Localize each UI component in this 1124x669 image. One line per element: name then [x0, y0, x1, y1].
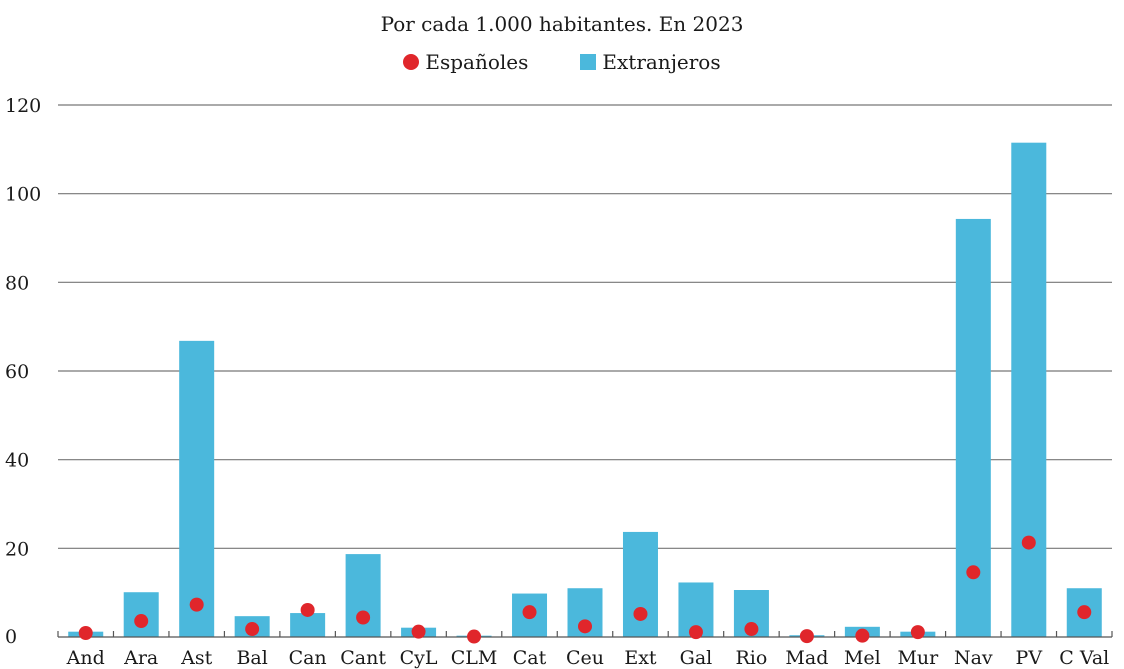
- dot: [578, 619, 592, 634]
- dot: [522, 605, 537, 620]
- dot: [189, 597, 204, 612]
- x-tick-label: Gal: [680, 647, 713, 669]
- dot: [78, 626, 93, 641]
- bar: [179, 340, 215, 637]
- dot: [799, 629, 814, 644]
- x-tick-label: Mur: [897, 647, 939, 669]
- x-tick-label: Cant: [340, 647, 386, 669]
- x-tick-label: Mad: [785, 647, 828, 669]
- x-tick-label: Rio: [736, 647, 768, 669]
- dot: [910, 625, 925, 640]
- x-tick-label: CLM: [451, 647, 498, 669]
- x-tick-label: Mel: [844, 647, 881, 669]
- legend-label-extranjeros: Extranjeros: [602, 50, 721, 74]
- y-tick-label: 120: [5, 95, 41, 117]
- legend-item-extranjeros: Extranjeros: [580, 50, 721, 74]
- dot: [411, 624, 426, 639]
- dot: [688, 625, 703, 640]
- bar: [345, 554, 381, 637]
- dot: [134, 614, 149, 629]
- y-tick-label: 40: [5, 450, 29, 472]
- x-tick-label: Ceu: [566, 647, 604, 669]
- y-tick-label: 0: [5, 626, 17, 648]
- x-tick-label: Ara: [123, 647, 158, 669]
- x-tick-label: Can: [289, 647, 327, 669]
- x-tick-label: Nav: [954, 647, 993, 669]
- x-tick-label: PV: [1016, 647, 1043, 669]
- dot: [1077, 605, 1092, 620]
- legend-marker-espanoles: [403, 54, 420, 70]
- y-tick-label: 60: [5, 361, 29, 383]
- dot: [633, 606, 648, 621]
- x-tick-label: Cat: [513, 647, 547, 669]
- dot: [744, 622, 759, 637]
- dot: [245, 622, 260, 637]
- chart-subtitle: Por cada 1.000 habitantes. En 2023: [380, 12, 744, 36]
- legend-label-espanoles: Españoles: [425, 50, 529, 74]
- y-tick-label: 20: [5, 538, 29, 560]
- y-tick-label: 80: [5, 272, 29, 294]
- bar: [1011, 142, 1047, 637]
- x-tick-label: Ext: [624, 647, 657, 669]
- dot: [855, 628, 870, 643]
- bar: [290, 613, 326, 637]
- dot: [1021, 535, 1036, 550]
- dot: [300, 602, 315, 617]
- x-tick-label: CyL: [400, 647, 438, 669]
- dot: [467, 629, 482, 644]
- dot: [356, 610, 371, 625]
- x-tick-label: Bal: [236, 647, 267, 669]
- legend: Españoles Extranjeros: [0, 50, 1124, 74]
- legend-item-espanoles: Españoles: [403, 50, 528, 74]
- legend-marker-extranjeros: [580, 54, 597, 70]
- x-tick-label: C Val: [1059, 647, 1109, 669]
- dot: [966, 565, 981, 580]
- x-tick-label: Ast: [180, 647, 212, 669]
- x-tick-label: And: [66, 647, 105, 669]
- bar: [622, 531, 658, 637]
- y-tick-label: 100: [5, 184, 41, 206]
